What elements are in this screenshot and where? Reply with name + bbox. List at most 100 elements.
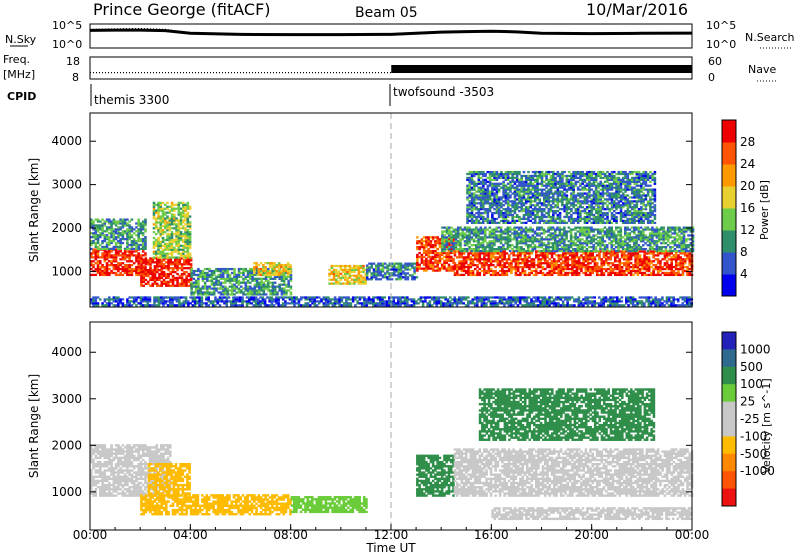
velocity-cbar-tick-6: -500 (740, 447, 767, 461)
power-cbar-swatch-2 (722, 230, 736, 253)
velocity-cbar-tick-2: 100 (740, 377, 763, 391)
summary-counts-panel: N.Sky 10^5 10^0 10^5 10^0 N.Search (5, 19, 795, 51)
xtick-label-0: 00:00 (73, 528, 108, 542)
freq-label-top: Freq. (3, 53, 30, 66)
velocity-cbar-swatch-1 (722, 349, 736, 368)
xtick-label-3: 12:00 (374, 528, 409, 542)
power-panel: 1000 2000 3000 4000 Slant Range [km] (27, 112, 695, 308)
velocity-colorbar: 1000 500 100 25 -25 -100 -500 -1000 Velocity [m… (721, 331, 775, 507)
series-line-0 (89, 28, 693, 37)
power-ytick-label-1: 2000 (51, 221, 82, 235)
nave-block (391, 65, 692, 73)
velocity-cbar-frame (721, 331, 737, 507)
velocity-cbar-tick-0: 1000 (740, 342, 771, 356)
velocity-ylabel: Slant Range [km] (27, 374, 41, 478)
power-ylabel: Slant Range [km] (27, 158, 41, 262)
velocity-ytick-label-3: 4000 (51, 345, 82, 359)
velocity-cbar-tick-1: 500 (740, 360, 763, 374)
freq-tick-bottom: 8 (72, 71, 79, 84)
power-cbar-tick-0: 4 (740, 267, 748, 281)
data-region-1 (147, 462, 191, 497)
counts-tick-top-left: 10^5 (52, 19, 82, 32)
data-region-11 (466, 170, 657, 224)
velocity-ytick-label-1: 2000 (51, 438, 82, 452)
power-cbar-label: Power [dB] (758, 180, 771, 240)
summary-freq-panel: Freq. [MHz] 18 8 60 0 Nave (3, 53, 778, 84)
velocity-cbar-swatch-7 (722, 453, 736, 472)
power-cbar-tick-4: 20 (740, 179, 755, 193)
beam-title: Beam 05 (355, 5, 418, 21)
xtick-label-6: 00:00 (675, 528, 710, 542)
velocity-cbar-tick-3: 25 (740, 395, 755, 409)
power-cbar-swatch-0 (722, 274, 736, 297)
nave-label: Nave (748, 63, 776, 76)
data-region-3 (290, 496, 368, 514)
freq-label-bottom: [MHz] (3, 68, 35, 81)
velocity-cbar-tick-5: -100 (740, 429, 767, 443)
nsearch-label: N.Search (745, 31, 795, 44)
velocity-cbar-swatch-3 (722, 384, 736, 403)
power-cbar-swatch-1 (722, 252, 736, 275)
power-cbar-swatch-7 (722, 120, 736, 143)
data-region-5 (253, 262, 292, 277)
velocity-cbar-swatch-6 (722, 436, 736, 455)
data-region-2 (140, 257, 193, 287)
data-region-3 (152, 201, 192, 259)
cpid-label: CPID (7, 90, 36, 103)
data-region-6 (478, 388, 656, 441)
data-region-5 (453, 448, 694, 497)
freq-tick-top: 18 (66, 55, 80, 68)
cpid-segment-1: themis 3300 (94, 93, 169, 107)
power-cbar-tick-3: 16 (740, 201, 755, 215)
xtick-label-4: 16:00 (474, 528, 509, 542)
data-region-0 (90, 248, 147, 277)
nave-tick-bottom: 0 (708, 71, 715, 84)
date-title: 10/Mar/2016 (586, 0, 688, 19)
power-ytick-label-3: 4000 (51, 134, 82, 148)
data-region-4 (416, 454, 455, 497)
data-region-4 (190, 267, 293, 296)
station-title: Prince George (fitACF) (93, 0, 271, 19)
power-ytick-label-2: 3000 (51, 178, 82, 192)
data-region-7 (491, 507, 693, 521)
velocity-panel: 1000 2000 3000 4000 00:00 04:00 08:00 12:00 16:… (27, 321, 710, 554)
power-cbar-tick-5: 24 (740, 157, 755, 171)
data-region-6 (328, 264, 367, 285)
power-cbar-tick-1: 8 (740, 245, 748, 259)
data-region-12 (90, 296, 694, 307)
power-cbar-tick-6: 28 (740, 135, 755, 149)
cpid-row: CPID themis 3300 twofsound -3503 (7, 84, 494, 107)
cpid-segment-2: twofsound -3503 (393, 85, 494, 99)
velocity-cbar-tick-7: -1000 (740, 464, 775, 478)
power-cbar-swatch-4 (722, 186, 736, 209)
power-cbar-swatch-3 (722, 208, 736, 231)
counts-tick-bottom-right: 10^0 (706, 38, 736, 51)
nsky-label: N.Sky (5, 33, 37, 46)
velocity-cbar-swatch-0 (722, 332, 736, 350)
velocity-ytick-label-2: 3000 (51, 392, 82, 406)
power-cbar-tick-2: 12 (740, 223, 755, 237)
power-cbar-frame (721, 119, 737, 297)
velocity-cbar-swatch-5 (722, 419, 736, 437)
velocity-cbar-swatch-9 (722, 488, 736, 507)
velocity-cbar-swatch-8 (722, 471, 736, 490)
data-region-1 (90, 218, 147, 251)
xtick-label-1: 04:00 (173, 528, 208, 542)
velocity-ytick-label-0: 1000 (51, 485, 82, 499)
power-colorbar: 4 8 12 16 20 24 28 Power [dB] (721, 119, 771, 297)
nave-tick-top: 60 (708, 55, 722, 68)
velocity-cbar-swatch-2 (722, 366, 736, 385)
counts-tick-top-right: 10^5 (706, 19, 736, 32)
velocity-cbar-label: Velocity [m s^-1] (760, 378, 773, 473)
time-xlabel: Time UT (365, 541, 416, 554)
power-ytick-label-0: 1000 (51, 264, 82, 278)
velocity-cbar-swatch-4 (722, 401, 736, 420)
velocity-cbar-tick-4: -25 (740, 412, 760, 426)
xtick-label-5: 20:00 (574, 528, 609, 542)
power-cbar-swatch-5 (722, 164, 736, 187)
counts-tick-bottom-left: 10^0 (52, 38, 82, 51)
xtick-label-2: 08:00 (273, 528, 308, 542)
data-region-10 (441, 226, 695, 253)
power-cbar-swatch-6 (722, 142, 736, 165)
